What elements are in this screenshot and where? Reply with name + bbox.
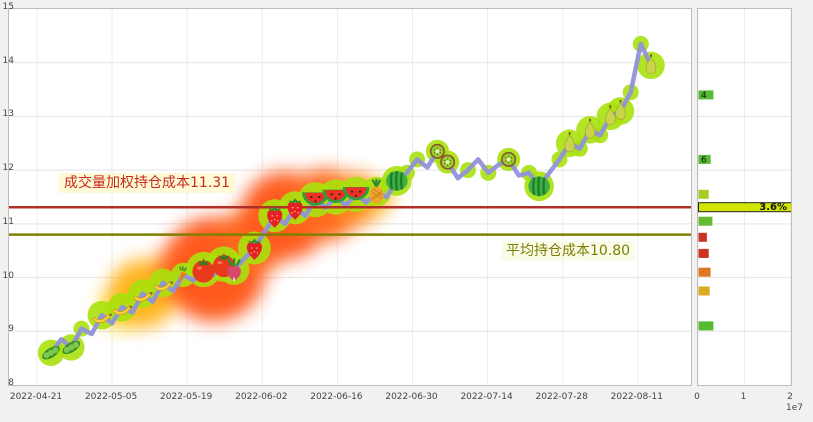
fruit-kiwi [501, 151, 517, 167]
fruit-pear [645, 54, 657, 75]
volume-bar [698, 321, 714, 331]
volume-profile-panel: 4 6 3.6% [697, 8, 792, 386]
fruit-pear [584, 118, 596, 139]
volume-bar [698, 286, 710, 296]
x-tick-label: 2022-04-21 [9, 392, 63, 402]
x-tick-label: 2022-07-28 [535, 392, 588, 402]
volume-bar-label: 6 [701, 155, 707, 165]
x-tick-label: 2022-05-05 [84, 392, 138, 402]
volume-x-tick-label: 0 [694, 392, 700, 402]
price-line [48, 41, 654, 356]
fruit-carrot [178, 266, 188, 284]
fruit-strawberry [267, 206, 283, 228]
fruit-tomato [192, 258, 215, 283]
fruit-banana [92, 313, 112, 324]
fruit-banana [132, 292, 153, 302]
fruit-watermelon [528, 176, 550, 197]
volume-bar-label: 4 [701, 91, 707, 101]
price-chart-svg [9, 9, 691, 385]
x-tick-label: 2022-06-16 [310, 392, 363, 402]
fruit-pear [615, 99, 626, 120]
price-chart-panel: 成交量加权持仓成本11.31 平均持仓成本10.80 [8, 8, 692, 386]
volume-bar [698, 267, 711, 277]
volume-x-tick-label: 2 [787, 392, 793, 402]
fruit-banana [112, 305, 133, 315]
fruit-pineapple [369, 179, 384, 204]
x-tick-label: 2022-06-30 [385, 392, 438, 402]
fruit-watermelon-slice [322, 189, 350, 203]
fruit-pear [605, 105, 616, 126]
fruit-peas [62, 340, 81, 355]
x-tick-label: 2022-05-19 [160, 392, 213, 402]
avg-cost-annotation: 平均持仓成本10.80 [501, 241, 636, 261]
volume-profile-svg: 4 6 3.6% [698, 9, 791, 385]
x-tick-label: 2022-07-14 [460, 392, 513, 402]
fruit-watermelon-slice [342, 186, 370, 201]
volume-bar [698, 248, 709, 258]
axis-unit-label: 1e7 [786, 403, 803, 413]
volume-bar [698, 216, 713, 226]
volume-x-tick-label: 1 [740, 392, 747, 402]
x-tick-label: 2022-08-11 [610, 392, 663, 402]
vwap-cost-annotation: 成交量加权持仓成本11.31 [59, 173, 236, 193]
volume-bar [698, 232, 707, 242]
volume-bar [698, 90, 714, 100]
volume-bar [698, 154, 711, 164]
fruit-kiwi [429, 143, 445, 159]
volume-bar-label: 3.6% [759, 202, 787, 213]
volume-bar [698, 189, 709, 199]
fruit-peas [42, 346, 60, 360]
fruit-markers [42, 54, 657, 360]
fruit-pear [564, 132, 575, 153]
fruit-radish [227, 258, 241, 282]
fruit-kiwi [440, 154, 456, 170]
fruit-watermelon [386, 171, 408, 191]
fruit-strawberry [287, 198, 303, 220]
fruit-watermelon-slice [302, 192, 329, 206]
x-tick-label: 2022-06-02 [235, 392, 288, 402]
fruit-strawberry [246, 238, 262, 260]
volume-bar [698, 202, 791, 213]
fruit-banana [153, 281, 173, 291]
